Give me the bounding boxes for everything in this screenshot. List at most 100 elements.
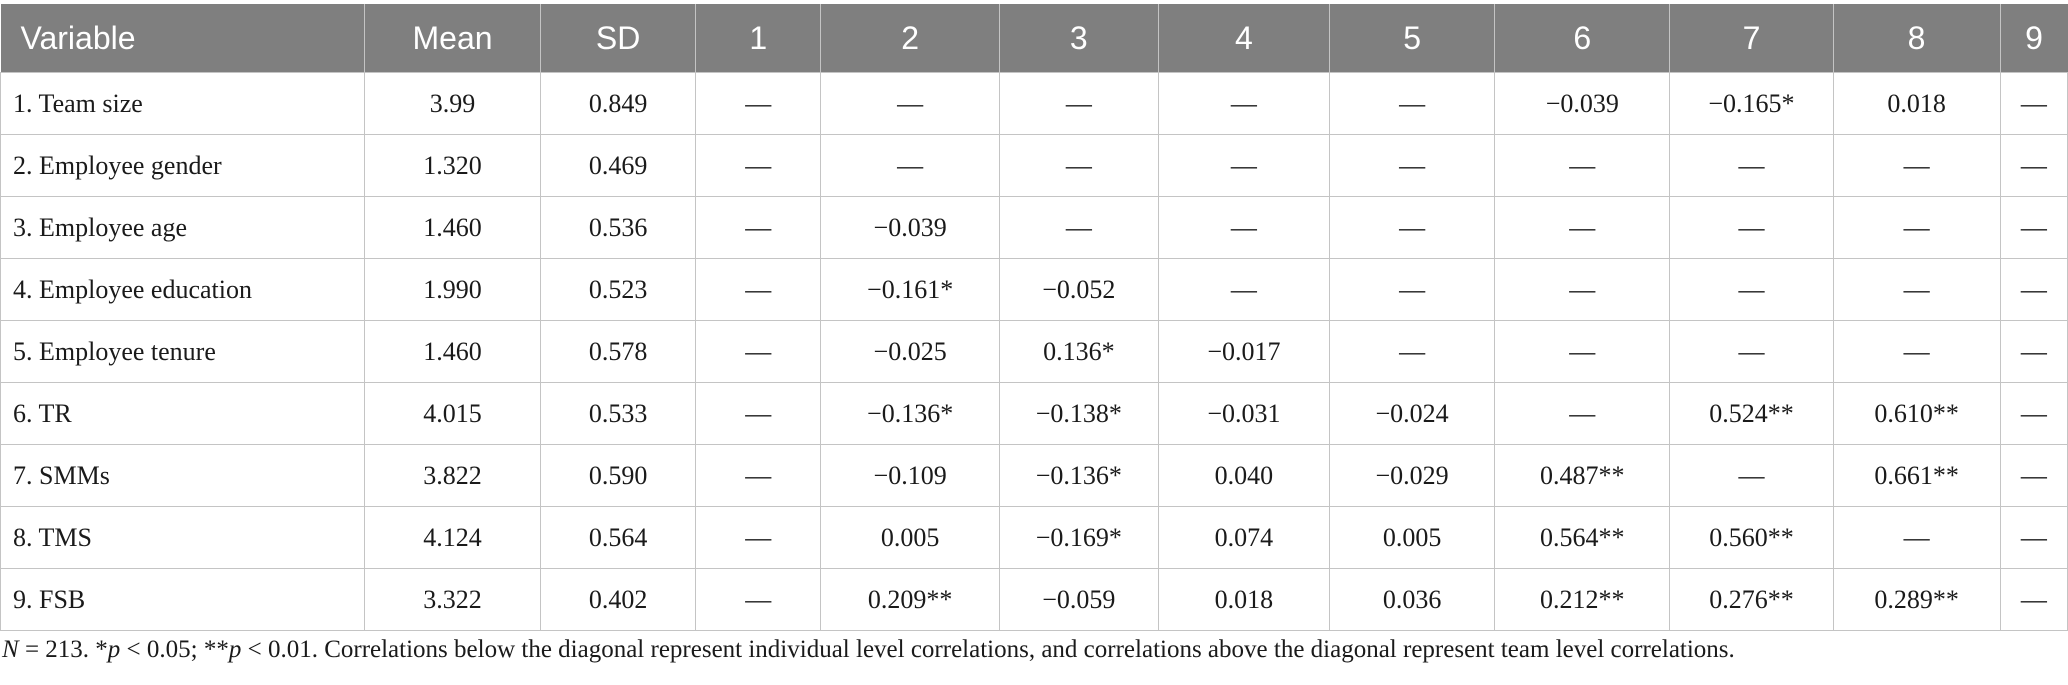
value-cell: 1.990	[363, 258, 542, 321]
value-cell: −0.039	[820, 196, 1000, 259]
value-cell: −0.031	[1157, 382, 1331, 445]
column-header-4: 4	[1158, 4, 1331, 73]
value-cell: —	[1669, 258, 1834, 321]
value-cell: —	[1832, 196, 2001, 259]
column-header-9: 9	[2000, 4, 2068, 73]
column-header-3: 3	[999, 4, 1159, 73]
note-rest: < 0.01. Correlations below the diagonal …	[241, 636, 1735, 663]
column-header-8: 8	[1833, 4, 2001, 73]
value-cell: −0.017	[1157, 320, 1331, 383]
value-cell: —	[1494, 382, 1671, 445]
value-cell: 0.560**	[1669, 506, 1834, 569]
value-cell: —	[1157, 258, 1331, 321]
value-cell: —	[1999, 72, 2068, 135]
note-p1-label: p	[107, 636, 121, 663]
value-cell: —	[1832, 134, 2001, 197]
table-row: 7. SMMs 3.822 0.590— −0.109 −0.136* 0.040 −0.0…	[0, 444, 2068, 507]
table-row: 5. Employee tenure 1.460 0.578— −0.025 0.136…	[0, 320, 2068, 383]
value-cell: 4.124	[363, 506, 542, 569]
header-row: Variable Mean SD 1 2 3 4 5 6 7 8 9	[0, 4, 2068, 73]
value-cell: —	[820, 72, 1000, 135]
variable-cell: 4. Employee education	[0, 258, 365, 321]
value-cell: −0.052	[998, 258, 1159, 321]
value-cell: −0.165*	[1669, 72, 1834, 135]
value-cell: —	[695, 568, 822, 631]
column-header-7: 7	[1669, 4, 1834, 73]
value-cell: —	[1832, 258, 2001, 321]
value-cell: −0.109	[820, 444, 1000, 507]
value-cell: −0.025	[820, 320, 1000, 383]
table-row: 2. Employee gender 1.320 0.469— — — — — — — — —	[0, 134, 2068, 197]
value-cell: 0.018	[1832, 72, 2001, 135]
value-cell: 1.320	[363, 134, 542, 197]
value-cell: —	[1669, 196, 1834, 259]
value-cell: —	[695, 320, 822, 383]
value-cell: 3.822	[363, 444, 542, 507]
column-header-variable: Variable	[0, 4, 365, 73]
value-cell: 0.487**	[1494, 444, 1671, 507]
table-row: 1. Team size 3.99 0.849— — — — — −0.039 −0.165* 0…	[0, 72, 2068, 135]
value-cell: 0.469	[540, 134, 697, 197]
value-cell: 0.564	[540, 506, 697, 569]
value-cell: —	[1999, 258, 2068, 321]
value-cell: —	[1999, 444, 2068, 507]
value-cell: 0.074	[1157, 506, 1331, 569]
table-row: 3. Employee age 1.460 0.536— −0.039— — — — — — —	[0, 196, 2068, 259]
value-cell: 3.99	[363, 72, 542, 135]
value-cell: —	[695, 506, 822, 569]
value-cell: —	[1329, 320, 1496, 383]
note-n-value: = 213. *	[18, 636, 108, 663]
value-cell: 0.536	[540, 196, 697, 259]
value-cell: 4.015	[363, 382, 542, 445]
variable-cell: 7. SMMs	[0, 444, 365, 507]
value-cell: —	[1999, 506, 2068, 569]
value-cell: 0.289**	[1832, 568, 2001, 631]
value-cell: —	[1669, 134, 1834, 197]
value-cell: 1.460	[363, 196, 542, 259]
value-cell: 3.322	[363, 568, 542, 631]
value-cell: 0.018	[1157, 568, 1331, 631]
value-cell: —	[820, 134, 1000, 197]
value-cell: 0.849	[540, 72, 697, 135]
value-cell: —	[1329, 72, 1496, 135]
value-cell: —	[695, 258, 822, 321]
value-cell: −0.169*	[998, 506, 1159, 569]
note-p1-value: < 0.05; **	[120, 636, 229, 663]
value-cell: —	[998, 196, 1159, 259]
value-cell: —	[1999, 320, 2068, 383]
value-cell: —	[1669, 444, 1834, 507]
value-cell: —	[1494, 320, 1671, 383]
value-cell: —	[1999, 568, 2068, 631]
value-cell: 0.402	[540, 568, 697, 631]
value-cell: 0.276**	[1669, 568, 1834, 631]
value-cell: —	[695, 134, 822, 197]
correlation-table-container: Variable Mean SD 1 2 3 4 5 6 7 8 9 1. Team size 3.99…	[0, 4, 2068, 631]
value-cell: 1.460	[363, 320, 542, 383]
value-cell: —	[1494, 134, 1671, 197]
variable-cell: 1. Team size	[0, 72, 365, 135]
table-body: 1. Team size 3.99 0.849— — — — — −0.039 −0.165* 0…	[0, 72, 2068, 631]
value-cell: −0.039	[1494, 72, 1671, 135]
value-cell: −0.029	[1329, 444, 1496, 507]
value-cell: —	[695, 196, 822, 259]
variable-cell: 6. TR	[0, 382, 365, 445]
value-cell: −0.161*	[820, 258, 1000, 321]
value-cell: —	[1329, 258, 1496, 321]
value-cell: —	[695, 382, 822, 445]
value-cell: —	[1669, 320, 1834, 383]
value-cell: —	[1329, 196, 1496, 259]
variable-cell: 2. Employee gender	[0, 134, 365, 197]
value-cell: —	[1157, 72, 1331, 135]
value-cell: −0.059	[998, 568, 1159, 631]
variable-cell: 9. FSB	[0, 568, 365, 631]
value-cell: 0.040	[1157, 444, 1331, 507]
column-header-5: 5	[1329, 4, 1496, 73]
value-cell: 0.005	[1329, 506, 1496, 569]
value-cell: −0.136*	[998, 444, 1159, 507]
value-cell: 0.136*	[998, 320, 1159, 383]
value-cell: 0.610**	[1832, 382, 2001, 445]
value-cell: 0.661**	[1832, 444, 2001, 507]
value-cell: 0.590	[540, 444, 697, 507]
value-cell: —	[695, 444, 822, 507]
value-cell: 0.212**	[1494, 568, 1671, 631]
